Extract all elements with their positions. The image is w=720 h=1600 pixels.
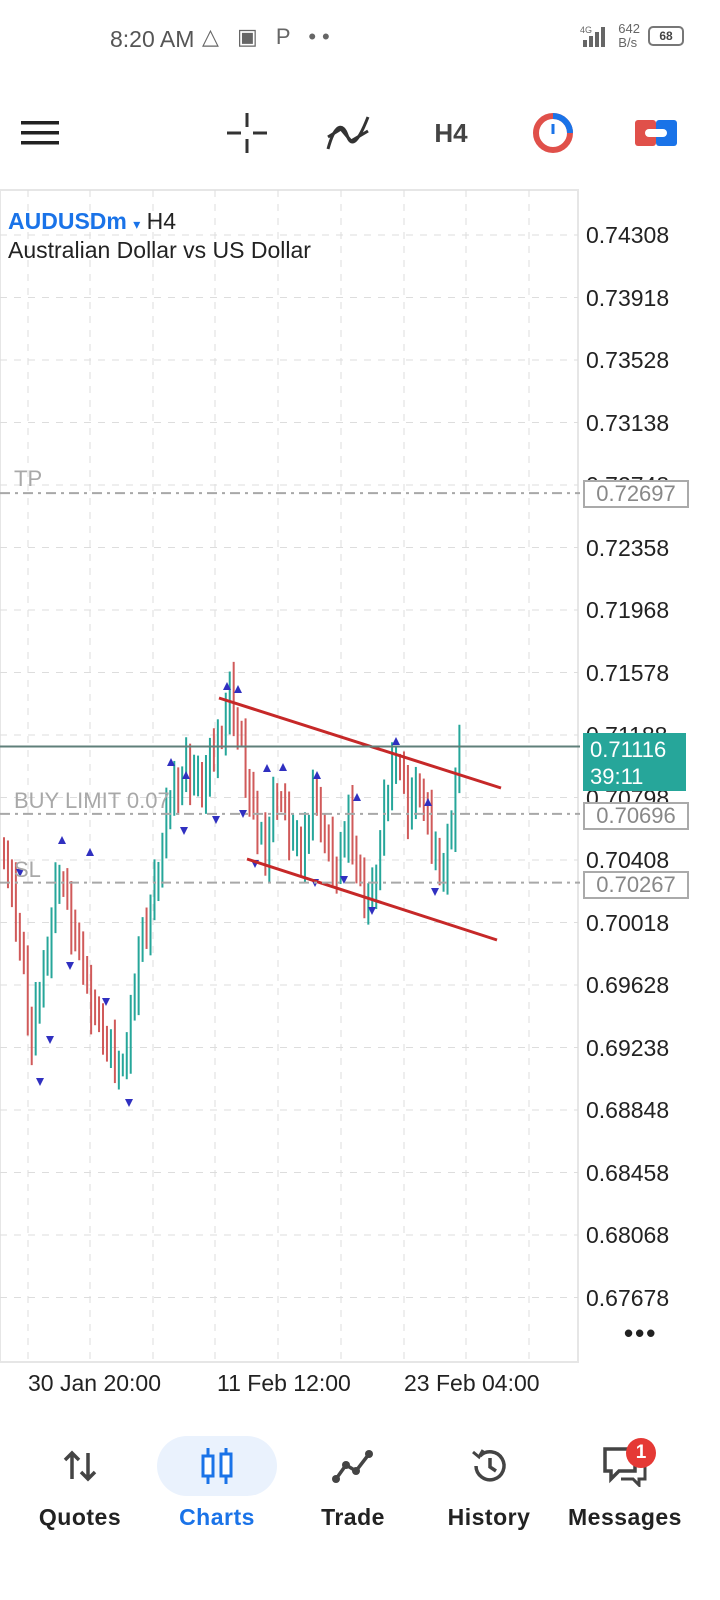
trend-line-upper (218, 696, 502, 790)
symbol-header[interactable]: AUDUSDm ▾ H4 (8, 208, 176, 235)
fractal-up-marker (167, 758, 175, 766)
buy-limit-price-box: 0.70696 (583, 802, 689, 830)
time-tick-label: 23 Feb 04:00 (404, 1370, 540, 1396)
nav-history[interactable]: History (419, 1428, 559, 1548)
tp-label[interactable]: TP (14, 466, 43, 491)
fractal-down-marker (212, 816, 220, 824)
fractal-up-marker (86, 848, 94, 856)
messages-icon (555, 1428, 695, 1504)
fractal-down-marker (46, 1036, 54, 1044)
symbol-timeframe: H4 (146, 208, 177, 234)
price-tick-label: 0.73918 (586, 284, 670, 311)
fractal-up-marker (223, 682, 231, 690)
price-tick-label: 0.69238 (586, 1034, 670, 1061)
symbol-ticker[interactable]: AUDUSDm (8, 208, 127, 234)
fractal-up-marker (424, 798, 432, 806)
fractal-up-marker (58, 836, 66, 844)
tp-price-box: 0.72697 (583, 480, 689, 508)
nav-charts[interactable]: Charts (147, 1428, 287, 1548)
price-tick-label: 0.70018 (586, 909, 670, 936)
more-options-icon[interactable]: ••• (624, 1318, 658, 1348)
price-tick-label: 0.68458 (586, 1159, 670, 1186)
trend-line-lower (246, 857, 498, 942)
indicators-icon[interactable] (324, 110, 372, 156)
active-tab-indicator (157, 1436, 277, 1496)
symbol-dropdown-icon[interactable]: ▾ (133, 216, 141, 232)
price-tick-label: 0.73138 (586, 409, 670, 436)
current-price: 0.71116 (590, 737, 667, 762)
bottom-navigation: Quotes Charts Trade History Messages (0, 1428, 720, 1548)
signal-icon: 4G (580, 25, 606, 47)
price-tick-label: 0.72358 (586, 534, 670, 561)
time-tick-label: 30 Jan 20:00 (28, 1370, 162, 1396)
messages-badge: 1 (626, 1438, 656, 1468)
price-tick-label: 0.71968 (586, 597, 670, 623)
fractal-down-marker (16, 869, 24, 877)
fractal-down-marker (239, 810, 247, 818)
fractal-down-marker (36, 1078, 44, 1086)
trade-icon (283, 1428, 423, 1504)
plot-frame (0, 189, 579, 1363)
chart-toolbar: H4 (0, 98, 720, 168)
symbol-description: Australian Dollar vs US Dollar (8, 237, 311, 263)
fractal-up-marker (313, 771, 321, 779)
price-chart[interactable] (0, 0, 720, 1380)
charts-icon (147, 1428, 287, 1504)
status-time: 8:20 AM (110, 26, 195, 52)
fractal-down-marker (368, 907, 376, 915)
fractal-up-marker (234, 685, 242, 693)
price-tick-label: 0.74308 (586, 222, 670, 248)
battery-icon: 68 (648, 26, 684, 46)
svg-text:4G: 4G (580, 25, 592, 35)
status-notification-icons: △ ▣ P •• (202, 24, 336, 49)
fractal-down-marker (66, 962, 74, 970)
price-tick-label: 0.71578 (586, 659, 670, 686)
network-speed: 642 B/s (618, 21, 640, 50)
sl-price-box: 0.70267 (583, 871, 689, 899)
current-price-box: 0.71116 39:11 (583, 733, 686, 791)
fractal-up-marker (392, 737, 400, 745)
fractal-up-marker (263, 764, 271, 772)
price-tick-label: 0.70408 (586, 847, 670, 873)
fractal-up-marker (182, 771, 190, 779)
timeframe-button[interactable]: H4 (434, 117, 468, 148)
fractal-down-marker (431, 888, 439, 896)
bar-countdown: 39:11 (590, 764, 644, 789)
hamburger-menu-icon[interactable] (18, 110, 62, 156)
history-icon (419, 1428, 559, 1504)
price-tick-label: 0.68068 (586, 1222, 670, 1248)
crosshair-icon[interactable] (224, 110, 270, 156)
fractal-up-marker (279, 763, 287, 771)
nav-messages[interactable]: Messages (555, 1428, 695, 1548)
time-tick-label: 11 Feb 12:00 (217, 1370, 351, 1396)
price-tick-label: 0.68848 (586, 1097, 670, 1123)
trade-toggle-icon[interactable] (634, 110, 678, 156)
fractal-down-marker (102, 998, 110, 1006)
price-tick-label: 0.69628 (586, 972, 670, 998)
sl-label[interactable]: SL (14, 857, 41, 882)
fractal-up-marker (353, 793, 361, 801)
status-bar: 8:20 AM △ ▣ P •• 4G 642 B/s 68 (0, 0, 720, 80)
quotes-icon (10, 1428, 150, 1504)
nav-trade[interactable]: Trade (283, 1428, 423, 1548)
fractal-down-marker (125, 1099, 133, 1107)
fractal-down-marker (180, 827, 188, 835)
price-tick-label: 0.73528 (586, 347, 670, 373)
fractal-down-marker (340, 876, 348, 884)
buy-limit-label[interactable]: BUY LIMIT 0.07 (14, 788, 170, 813)
status-right: 4G 642 B/s 68 (580, 22, 684, 50)
price-tick-label: 0.67678 (586, 1284, 670, 1311)
nav-quotes[interactable]: Quotes (10, 1428, 150, 1548)
clock-icon[interactable] (530, 110, 576, 156)
